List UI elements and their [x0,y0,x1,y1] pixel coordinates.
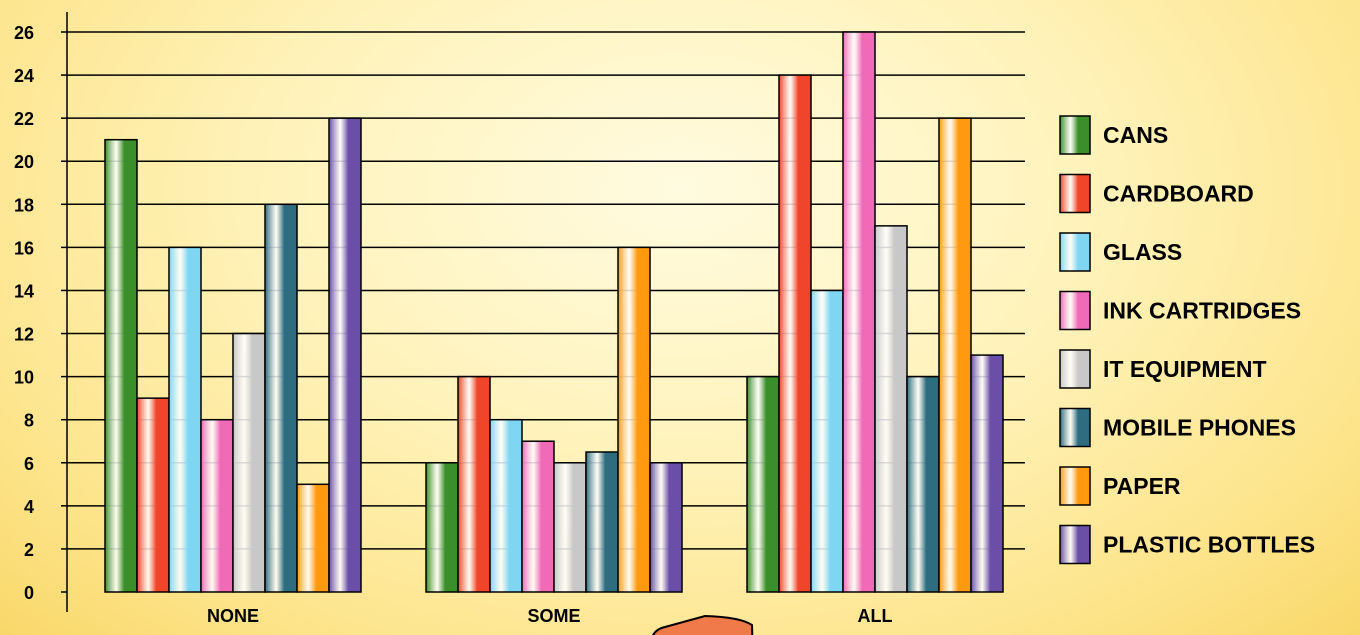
legend-label-cans: CANS [1103,122,1168,148]
legend-label-plastic-bottles: PLASTIC BOTTLES [1103,532,1315,558]
bar-none-glass [168,246,202,593]
y-tick-label: 22 [14,109,34,129]
legend-swatch-cans [1059,115,1091,155]
y-tick-label: 24 [14,66,34,86]
y-tick-label: 4 [24,497,34,517]
y-tick-label: 12 [14,325,34,345]
bar-all-glass [810,289,844,593]
y-tick-label: 0 [24,583,34,603]
y-tick-label: 10 [14,368,34,388]
y-tick-label: 14 [14,281,34,301]
y-tick-label: 16 [14,238,34,258]
bar-some-cans [425,462,459,593]
legend-swatch-ink-cartridges [1059,290,1091,331]
legend-swatch-glass [1059,232,1091,272]
y-tick-label: 2 [24,540,34,560]
legend-label-mobile-phones: MOBILE PHONES [1103,415,1296,441]
bar-some-paper [617,246,651,593]
bar-all-it-equipment [874,225,908,593]
legend-label-it-equipment: IT EQUIPMENT [1103,356,1267,382]
x-category-label: SOME [527,606,580,626]
legend-label-cardboard: CARDBOARD [1103,181,1254,207]
legend-label-glass: GLASS [1103,239,1182,265]
legend-label-paper: PAPER [1103,473,1181,499]
bar-none-cardboard [136,397,170,593]
bar-none-it-equipment [232,332,266,593]
legend-swatch-it-equipment [1059,349,1091,389]
bar-all-cardboard [778,74,812,593]
bar-some-mobile-phones [585,451,619,593]
y-tick-label: 8 [24,411,34,431]
y-tick-label: 26 [14,23,34,43]
bar-all-ink-cartridges [842,31,876,593]
decorative-scroll-shape [652,614,754,635]
legend-swatch-cardboard [1059,173,1091,214]
bar-none-paper [296,483,330,593]
x-category-label: NONE [207,606,259,626]
legend-label-ink-cartridges: INK CARTRIDGES [1103,298,1301,324]
bars [104,31,1004,593]
bar-all-paper [938,117,972,593]
bar-some-it-equipment [553,462,587,593]
bar-all-mobile-phones [906,375,940,593]
y-tick-label: 18 [14,195,34,215]
y-tick-label: 20 [14,152,34,172]
bar-all-cans [746,375,780,593]
legend-swatch-mobile-phones [1059,407,1091,448]
bar-all-plastic-bottles [970,354,1004,593]
bar-none-ink-cartridges [200,418,234,593]
legend-swatch-plastic-bottles [1059,524,1091,565]
bar-some-glass [489,418,523,593]
axes [61,12,68,612]
bar-some-ink-cartridges [521,440,555,593]
legend: CANS CARDBOARD GLASS INK CARTRIDGES IT EQUIP… [1059,115,1315,565]
y-tick-label: 6 [24,454,34,474]
bar-none-plastic-bottles [328,117,362,593]
x-category-label: ALL [858,606,893,626]
bar-some-plastic-bottles [649,462,683,593]
bar-none-cans [104,138,138,593]
legend-swatch-paper [1059,466,1091,506]
bar-some-cardboard [457,375,491,593]
bar-none-mobile-phones [264,203,298,593]
